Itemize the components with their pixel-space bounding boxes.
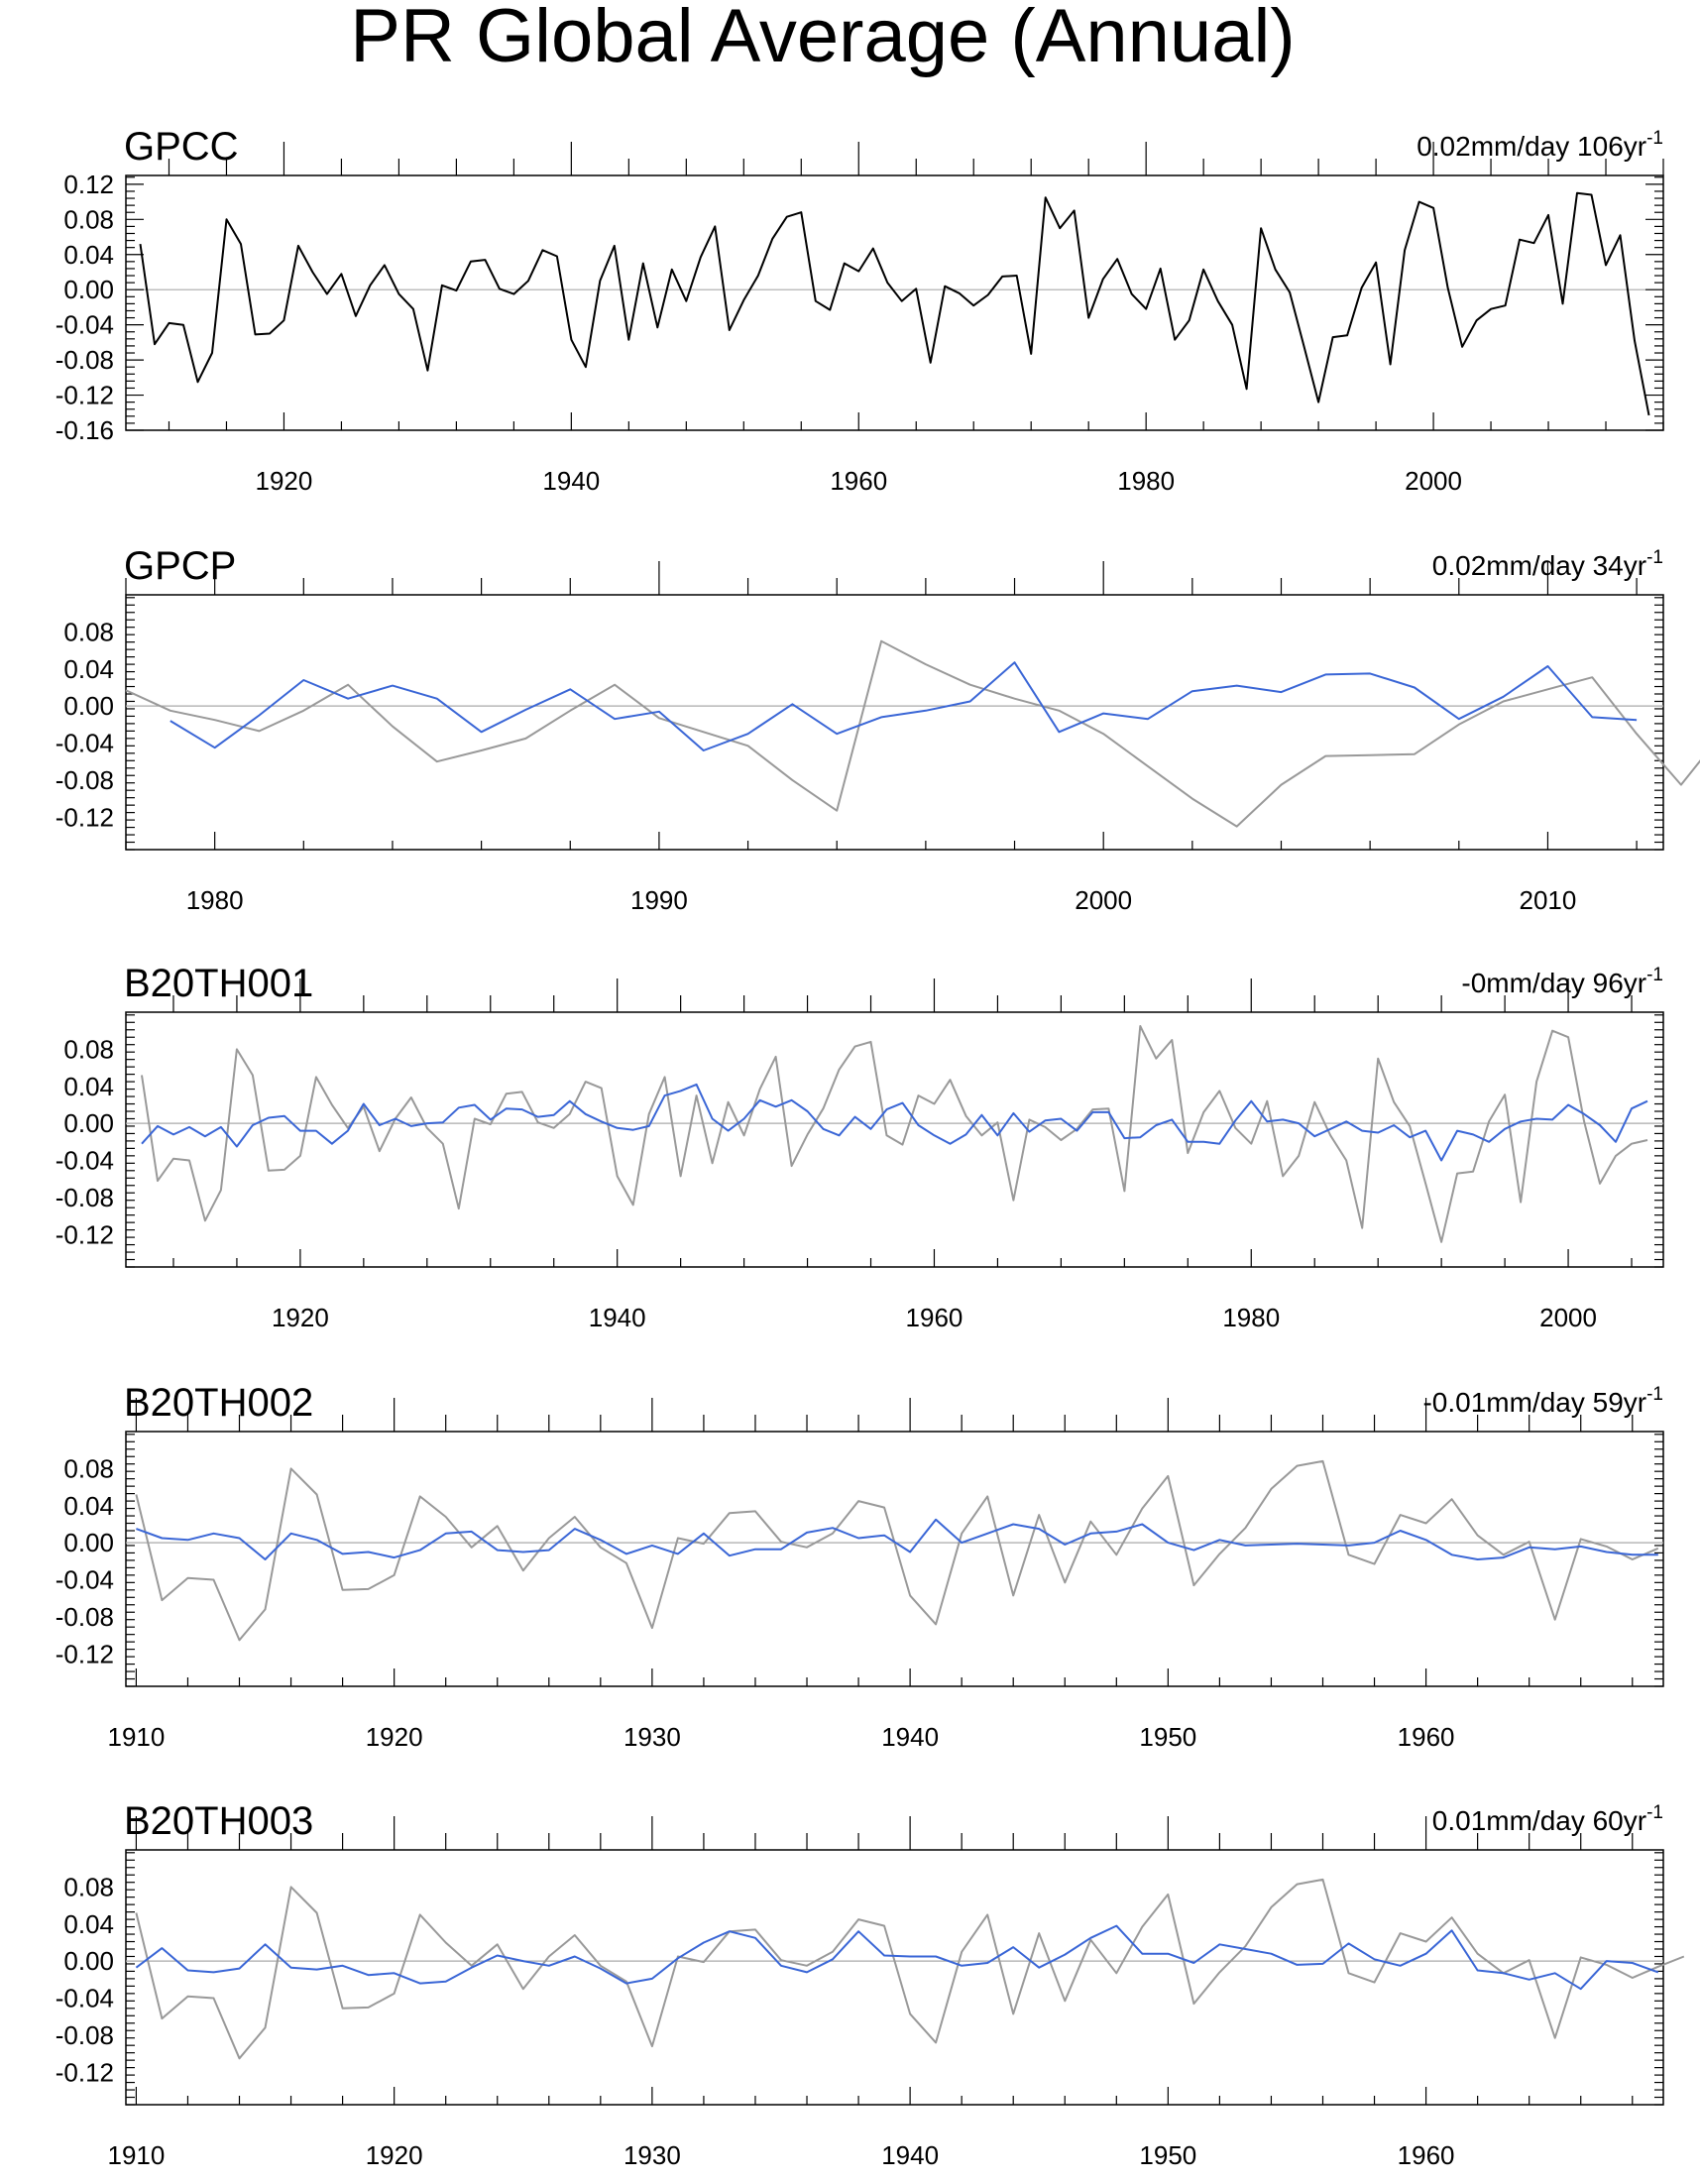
y-tick-label: -0.04 xyxy=(56,310,114,340)
x-tick-label: 1960 xyxy=(830,466,887,496)
x-tick-label: 2010 xyxy=(1520,885,1577,915)
panel-title: GPCC xyxy=(124,125,239,169)
x-tick-label: 1960 xyxy=(1398,1722,1455,1752)
x-tick-label: 1990 xyxy=(630,885,688,915)
y-tick-label: -0.16 xyxy=(56,415,114,445)
y-tick-label: -0.12 xyxy=(56,1219,114,1249)
x-tick-label: 1910 xyxy=(107,1722,165,1752)
x-tick-label: 2000 xyxy=(1539,1303,1597,1332)
x-tick-label: 1940 xyxy=(881,2140,939,2170)
y-tick-label: -0.08 xyxy=(56,345,114,375)
plot-frame xyxy=(125,594,1664,851)
y-tick-label: 0.04 xyxy=(63,1909,114,1939)
trend-annotation: 0.02mm/day 106yr-1 xyxy=(1417,128,1663,162)
x-tick-label: 1960 xyxy=(1398,2140,1455,2170)
y-tick-label: 0.00 xyxy=(63,691,114,721)
x-tick-label: 1920 xyxy=(366,1722,423,1752)
series-line-gpcc xyxy=(141,1025,1648,1243)
y-tick-label: 0.08 xyxy=(63,204,114,234)
y-tick-label: 0.04 xyxy=(63,1491,114,1521)
chart-panel-b20th003: B20TH003 0.01mm/day 60yr-1 -0.12 -0.08 -0.04… xyxy=(56,1799,1685,2170)
y-tick-label: 0.00 xyxy=(63,1528,114,1557)
main-title: PR Global Average (Annual) xyxy=(350,0,1295,78)
y-tick-label: -0.08 xyxy=(56,765,114,795)
y-tick-label: 0.12 xyxy=(63,170,114,199)
y-tick-label: -0.12 xyxy=(56,381,114,410)
x-tick-label: 2000 xyxy=(1075,885,1132,915)
panels: GPCC 0.02mm/day 106yr-1 -0.16 -0.12 -0.08 -0.… xyxy=(56,125,1700,2170)
y-tick-label: -0.08 xyxy=(56,1602,114,1632)
trend-annotation: 0.02mm/day 34yr-1 xyxy=(1432,547,1663,581)
trend-annotation: -0.01mm/day 59yr-1 xyxy=(1422,1384,1663,1418)
y-tick-label: -0.08 xyxy=(56,1183,114,1212)
series-line-gpcc xyxy=(135,1878,1685,2060)
y-tick-label: -0.04 xyxy=(56,1146,114,1176)
x-tick-label: 1980 xyxy=(186,885,244,915)
series-line-gpcc xyxy=(135,1459,1659,1642)
chart-panel-b20th001: B20TH001 -0mm/day 96yr-1 -0.12 -0.08 -0.04 0.… xyxy=(56,962,1664,1332)
y-tick-label: -0.04 xyxy=(56,1565,114,1595)
y-tick-label: -0.12 xyxy=(56,802,114,832)
series-line-gpcc xyxy=(125,639,1700,828)
x-tick-label: 1940 xyxy=(881,1722,939,1752)
plot-frame xyxy=(125,1011,1664,1268)
series-line-b20th003 xyxy=(135,1924,1659,1991)
x-tick-label: 1920 xyxy=(256,466,313,496)
y-tick-label: 0.00 xyxy=(63,1108,114,1138)
x-tick-label: 1980 xyxy=(1117,466,1175,496)
x-tick-label: 1960 xyxy=(906,1303,963,1332)
plot-frame xyxy=(125,1849,1664,2106)
y-tick-label: -0.04 xyxy=(56,1984,114,2013)
trend-annotation: -0mm/day 96yr-1 xyxy=(1461,965,1663,998)
series-line-gpcp xyxy=(170,661,1638,751)
panel-title: B20TH003 xyxy=(124,1799,313,1843)
x-tick-label: 1950 xyxy=(1139,1722,1196,1752)
y-tick-label: 0.00 xyxy=(63,275,114,304)
x-tick-label: 1910 xyxy=(107,2140,165,2170)
series-line-b20th002 xyxy=(136,1518,1658,1560)
chart-panel-b20th002: B20TH002 -0.01mm/day 59yr-1 -0.12 -0.08 -0.0… xyxy=(56,1381,1664,1752)
chart-panel-gpcc: GPCC 0.02mm/day 106yr-1 -0.16 -0.12 -0.08 -0.… xyxy=(56,125,1664,496)
y-tick-label: -0.12 xyxy=(56,1639,114,1668)
x-tick-label: 1950 xyxy=(1139,2140,1196,2170)
plot-frame xyxy=(125,174,1664,431)
series-line-b20th001 xyxy=(141,1083,1648,1162)
panel-title: B20TH001 xyxy=(124,962,313,1005)
y-tick-label: -0.08 xyxy=(56,2020,114,2050)
y-tick-label: -0.04 xyxy=(56,729,114,758)
panel-title: GPCP xyxy=(124,544,236,588)
x-tick-label: 1920 xyxy=(366,2140,423,2170)
x-tick-label: 1940 xyxy=(542,466,600,496)
x-tick-label: 1940 xyxy=(589,1303,646,1332)
plot-frame xyxy=(125,1431,1664,1687)
trend-annotation: 0.01mm/day 60yr-1 xyxy=(1432,1802,1663,1836)
y-tick-label: 0.04 xyxy=(63,240,114,270)
panel-title: B20TH002 xyxy=(124,1381,313,1425)
x-tick-label: 1930 xyxy=(623,2140,681,2170)
y-tick-label: 0.08 xyxy=(63,1453,114,1483)
y-tick-label: 0.04 xyxy=(63,1072,114,1101)
y-tick-label: -0.12 xyxy=(56,2057,114,2087)
x-tick-label: 2000 xyxy=(1405,466,1462,496)
y-tick-label: 0.08 xyxy=(63,1872,114,1901)
y-tick-label: 0.08 xyxy=(63,617,114,646)
y-tick-label: 0.08 xyxy=(63,1034,114,1064)
x-tick-label: 1920 xyxy=(272,1303,329,1332)
y-tick-label: 0.04 xyxy=(63,654,114,684)
x-tick-label: 1980 xyxy=(1222,1303,1280,1332)
series-line-gpcc xyxy=(139,191,1650,416)
x-tick-label: 1930 xyxy=(623,1722,681,1752)
y-tick-label: 0.00 xyxy=(63,1946,114,1976)
chart-panel-gpcp: GPCP 0.02mm/day 34yr-1 -0.12 -0.08 -0.04 0.00… xyxy=(56,544,1700,915)
